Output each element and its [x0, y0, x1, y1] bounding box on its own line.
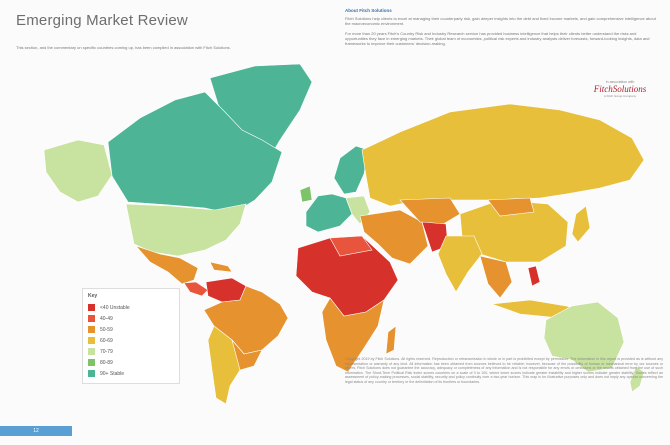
logo-tagline: A Fitch Group Company — [603, 94, 636, 98]
region — [329, 235, 373, 257]
intro-text: This section, and the commentary on spec… — [16, 45, 231, 50]
page-title: Emerging Market Review — [16, 12, 188, 29]
sidebar-heading: About Fitch Solutions — [345, 8, 392, 13]
region — [321, 297, 385, 373]
region — [543, 301, 625, 373]
legend-swatch — [88, 359, 95, 366]
legend-swatch — [88, 337, 95, 344]
legend-swatch — [88, 348, 95, 355]
sidebar: About Fitch Solutions Fitch Solutions he… — [345, 8, 660, 50]
page-number: 12 — [0, 426, 72, 436]
region — [361, 103, 645, 207]
sidebar-paragraph: For more than 20 years Fitch's Country R… — [345, 30, 650, 47]
region — [305, 193, 353, 233]
legend-label: 40-49 — [100, 315, 113, 322]
region — [359, 209, 429, 265]
region — [183, 281, 209, 297]
region — [43, 139, 113, 203]
legend-label: 80-89 — [100, 359, 113, 366]
legend-swatch — [88, 326, 95, 333]
legend-item: <40 Unstable — [88, 302, 174, 313]
region — [107, 91, 283, 215]
region — [479, 255, 513, 299]
region — [231, 339, 263, 371]
legend-label: 70-79 — [100, 348, 113, 355]
region — [385, 325, 397, 355]
legend-label: 60-69 — [100, 337, 113, 344]
legend-item: 70-79 — [88, 346, 174, 357]
legend-swatch — [88, 315, 95, 322]
legend-swatch — [88, 370, 95, 377]
legend: Key <40 Unstable 40-49 50-59 60-69 70-79 80-8… — [82, 288, 180, 384]
logo-caption: In association with — [605, 80, 635, 84]
region — [209, 261, 233, 273]
region — [571, 205, 591, 243]
legend-items: <40 Unstable 40-49 50-59 60-69 70-79 80-89 90+… — [88, 302, 174, 379]
legend-item: 80-89 — [88, 357, 174, 368]
sidebar-paragraph: Fitch Solutions help clients to excel at… — [345, 16, 656, 27]
region — [487, 197, 535, 217]
legend-item: 60-69 — [88, 335, 174, 346]
logo: In association with FitchSolutions A Fit… — [585, 80, 655, 98]
legend-swatch — [88, 304, 95, 311]
legend-item: 40-49 — [88, 313, 174, 324]
legend-label: 50-59 — [100, 326, 113, 333]
region — [527, 265, 541, 287]
legend-title: Key — [88, 293, 98, 299]
region — [135, 245, 199, 285]
region — [125, 203, 247, 257]
legend-item: 50-59 — [88, 324, 174, 335]
footnote: Copyright 2019 by Fitch Solutions. All r… — [345, 357, 663, 384]
region — [629, 365, 645, 393]
legend-item: 90+ Stable — [88, 368, 174, 379]
region — [205, 277, 247, 303]
legend-label: <40 Unstable — [100, 304, 130, 311]
region — [299, 185, 313, 203]
region — [399, 197, 461, 227]
legend-label: 90+ Stable — [100, 370, 125, 377]
region — [437, 235, 483, 293]
logo-name: FitchSolutions — [593, 84, 647, 94]
